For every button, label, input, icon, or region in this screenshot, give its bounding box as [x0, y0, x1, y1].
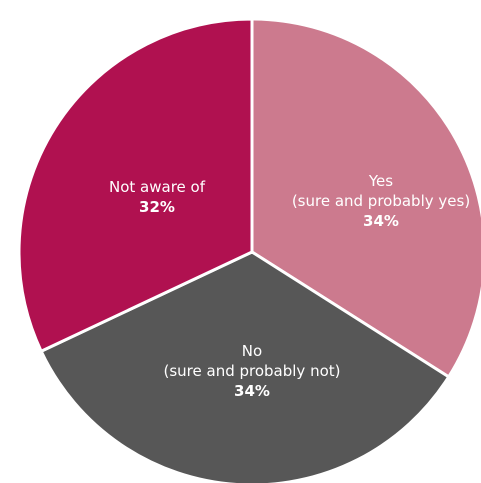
pie-slice-2 [17, 17, 254, 353]
slice-0-label-line-1: (sure and probably yes) [292, 192, 470, 210]
slice-2-label-line-0: Not aware of [109, 178, 206, 196]
pie-slice-1 [39, 250, 451, 483]
slice-1-value-label: 34% [234, 382, 270, 400]
slice-1-label-line-0: No [242, 342, 262, 360]
slice-1-label-line-1: (sure and probably not) [164, 362, 341, 380]
slice-0-value-label: 34% [363, 212, 399, 230]
pie-labels: Yes (sure and probably yes) 34% No (sure and… [109, 172, 470, 400]
slice-2-value-label: 32% [139, 198, 175, 216]
pie-slices [17, 17, 481, 483]
slice-0-label-line-0: Yes [368, 172, 393, 190]
